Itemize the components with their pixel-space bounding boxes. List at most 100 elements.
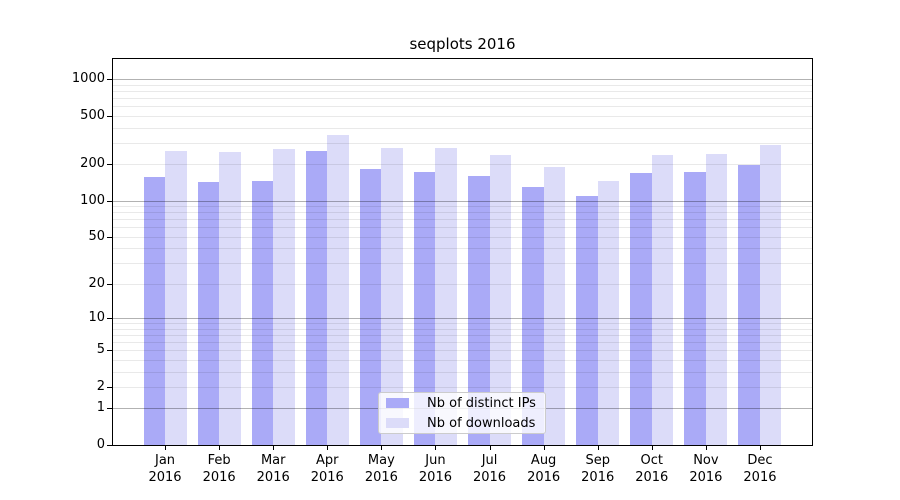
legend-swatch-icon <box>386 398 409 408</box>
x-tick-label-mar: Mar 2016 <box>245 452 301 486</box>
bar-distinct-ips-dec <box>738 165 760 445</box>
x-tick-mark <box>435 445 437 450</box>
minor-gridline <box>113 341 812 343</box>
bar-distinct-ips-may <box>359 169 382 445</box>
major-gridline <box>113 79 812 81</box>
legend-item: Nb of downloads <box>379 414 545 433</box>
year-label: 2016 <box>635 470 669 485</box>
month-label: Feb <box>207 453 231 468</box>
bar-distinct-ips-oct <box>630 173 652 445</box>
month-label: Sep <box>585 453 610 468</box>
year-label: 2016 <box>581 470 615 485</box>
bars-layer <box>113 59 812 445</box>
year-label: 2016 <box>310 470 344 485</box>
minor-gridline <box>113 98 812 100</box>
y-tick-mark <box>107 236 112 238</box>
month-label: Aug <box>530 453 557 468</box>
bar-distinct-ips-nov <box>684 171 706 445</box>
y-tick-mark <box>107 318 112 320</box>
major-gridline <box>113 200 812 202</box>
minor-gridline <box>113 227 812 229</box>
x-tick-label-nov: Nov 2016 <box>678 452 734 486</box>
month-label: Jul <box>481 453 498 468</box>
minor-gridline <box>113 359 812 361</box>
x-tick-label-aug: Aug 2016 <box>516 452 572 486</box>
month-label: Jan <box>155 453 176 468</box>
minor-gridline <box>113 127 812 129</box>
minor-gridline <box>113 91 812 93</box>
minor-gridline <box>113 84 812 86</box>
minor-gridline <box>113 106 812 108</box>
y-tick-mark <box>107 283 112 285</box>
minor-gridline <box>113 248 812 250</box>
bar-downloads-jul <box>489 154 512 445</box>
x-tick-label-jan: Jan 2016 <box>137 452 193 486</box>
chart-title: seqplots 2016 <box>409 35 516 53</box>
minor-gridline <box>113 212 812 214</box>
gridlines-layer <box>113 59 812 445</box>
x-tick-label-feb: Feb 2016 <box>191 452 247 486</box>
year-label: 2016 <box>472 470 507 485</box>
bar-distinct-ips-sep <box>576 196 598 445</box>
bar-downloads-apr <box>327 134 349 445</box>
y-tick-label: 50 <box>88 228 105 244</box>
y-tick-mark <box>107 200 112 202</box>
y-tick-label: 2 <box>96 378 105 394</box>
bar-distinct-ips-jun <box>413 171 436 445</box>
bar-distinct-ips-apr <box>305 151 328 445</box>
legend-swatch-icon <box>386 418 409 428</box>
month-label: Oct <box>640 453 664 468</box>
minor-gridline <box>113 115 812 117</box>
year-label: 2016 <box>148 470 182 485</box>
year-label: 2016 <box>202 470 236 485</box>
x-tick-mark <box>327 445 329 450</box>
x-tick-label-may: May 2016 <box>353 452 409 486</box>
y-tick-label: 10 <box>88 310 105 326</box>
month-label: May <box>367 453 395 468</box>
month-label: Dec <box>747 453 773 468</box>
year-label: 2016 <box>743 470 777 485</box>
x-tick-mark <box>381 445 383 450</box>
x-tick-mark <box>597 445 599 450</box>
minor-gridline <box>113 219 812 221</box>
minor-gridline <box>113 164 812 166</box>
month-label: Nov <box>693 453 719 468</box>
x-tick-mark <box>489 445 491 450</box>
minor-gridline <box>113 350 812 352</box>
major-gridline <box>113 318 812 320</box>
bar-distinct-ips-feb <box>197 181 220 445</box>
y-tick-label: 5 <box>96 342 105 358</box>
bar-downloads-may <box>381 148 403 445</box>
month-label: Jun <box>425 453 446 468</box>
x-tick-mark <box>273 445 275 450</box>
x-tick-mark <box>759 445 761 450</box>
y-tick-label: 200 <box>80 156 105 172</box>
bar-downloads-dec <box>759 145 782 445</box>
x-tick-label-apr: Apr 2016 <box>299 452 355 486</box>
y-tick-mark <box>107 386 112 388</box>
year-label: 2016 <box>418 470 452 485</box>
minor-gridline <box>113 323 812 325</box>
x-tick-label-jun: Jun 2016 <box>407 452 463 486</box>
bar-downloads-oct <box>651 154 674 445</box>
minor-gridline <box>113 371 812 373</box>
year-label: 2016 <box>689 470 723 485</box>
x-tick-mark <box>705 445 707 450</box>
bar-downloads-nov <box>705 153 728 445</box>
y-tick-mark <box>107 408 112 410</box>
x-tick-mark <box>543 445 545 450</box>
minor-gridline <box>113 206 812 208</box>
y-tick-label: 500 <box>80 107 105 123</box>
bar-distinct-ips-jan <box>143 177 166 445</box>
x-tick-label-dec: Dec 2016 <box>732 452 788 486</box>
y-tick-label: 1 <box>96 400 105 416</box>
bar-downloads-jun <box>435 148 457 445</box>
bar-downloads-jan <box>165 150 187 445</box>
x-tick-mark <box>651 445 653 450</box>
x-tick-label-jul: Jul 2016 <box>462 452 518 486</box>
year-label: 2016 <box>364 470 398 485</box>
year-label: 2016 <box>527 470 561 485</box>
y-tick-label: 1000 <box>71 71 105 87</box>
y-tick-label: 0 <box>96 437 105 452</box>
